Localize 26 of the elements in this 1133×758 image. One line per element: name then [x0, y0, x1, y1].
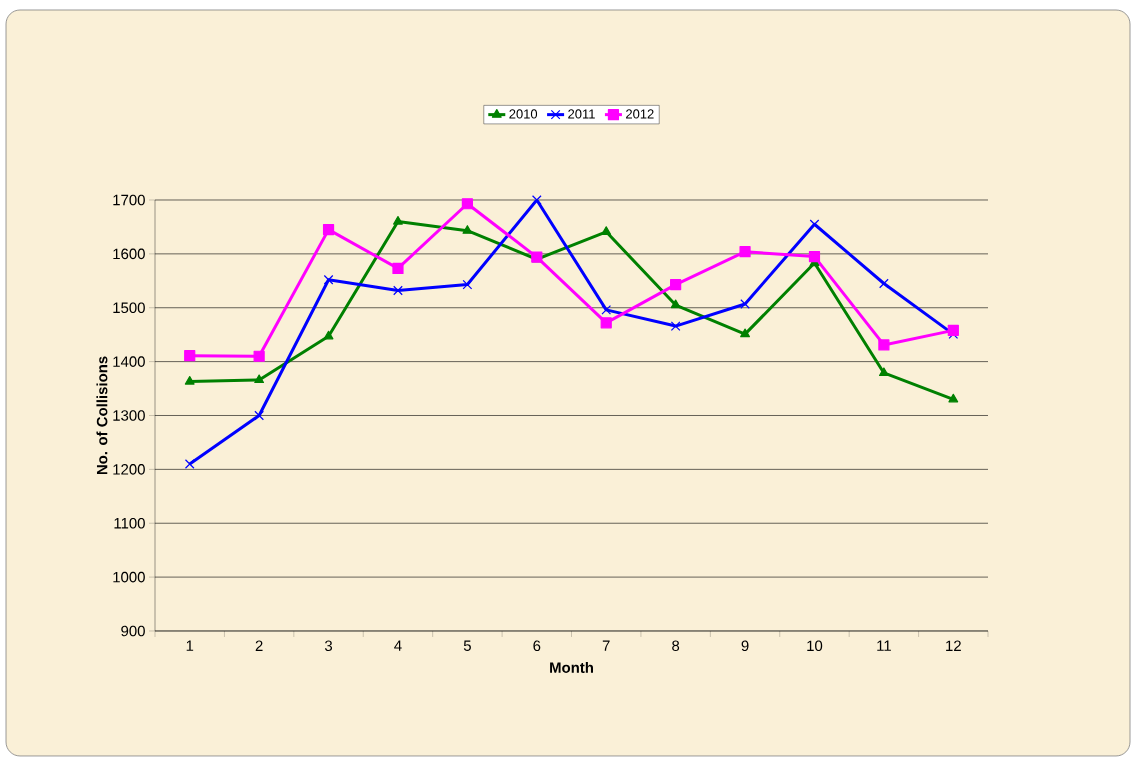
x-tick-label: 2 — [255, 640, 263, 651]
y-tick-label: 1000 — [113, 571, 145, 583]
x-axis-title: Month — [550, 661, 593, 673]
y-tick-label: 1200 — [113, 464, 145, 475]
x-tick-label: 6 — [533, 640, 541, 652]
x-tick-label: 4 — [394, 640, 402, 651]
x-tick-label: 12 — [946, 640, 961, 651]
legend-label: 2010 — [509, 109, 538, 119]
y-tick-label: 900 — [121, 625, 145, 637]
x-tick-label: 9 — [741, 640, 749, 652]
y-axis-title: No. of Collisions — [96, 356, 108, 475]
y-tick-label: 1600 — [113, 248, 145, 260]
legend-label: 2012 — [626, 109, 654, 119]
y-tick-label: 1500 — [113, 302, 145, 314]
x-tick-label: 5 — [463, 640, 471, 651]
y-tick-label: 1700 — [113, 194, 145, 206]
x-tick-label: 7 — [602, 640, 610, 651]
y-tick-label: 1300 — [113, 410, 145, 421]
y-tick-label: 1100 — [114, 517, 145, 529]
x-tick-label: 10 — [807, 640, 823, 652]
y-tick-label: 1400 — [113, 356, 145, 367]
x-tick-label: 11 — [877, 640, 891, 651]
x-tick-label: 3 — [324, 640, 333, 652]
legend-label: 2011 — [568, 109, 595, 119]
x-tick-label: 1 — [186, 640, 194, 651]
x-tick-label: 8 — [672, 640, 680, 652]
